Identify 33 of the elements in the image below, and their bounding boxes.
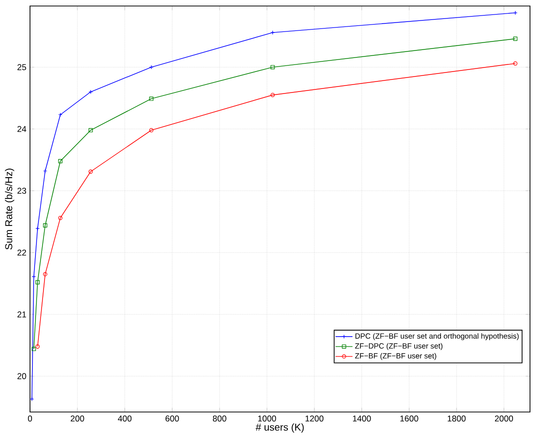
- x-tick-label: 0: [28, 416, 32, 422]
- x-tick-label: 1600: [400, 416, 418, 422]
- x-tick-label: 1800: [448, 416, 466, 422]
- point: [270, 30, 275, 35]
- point: [270, 92, 275, 98]
- point: [43, 168, 48, 174]
- x-tick-label: 1400: [352, 416, 371, 422]
- x-tick-label: 1000: [258, 416, 276, 422]
- point: [35, 226, 40, 231]
- x-tick-label: 800: [212, 416, 226, 422]
- y-tick-label: 25: [17, 64, 26, 70]
- point: [270, 65, 275, 70]
- x-tick-label: 2000: [494, 416, 514, 422]
- x-tick-label: 1200: [306, 416, 324, 422]
- y-tick-label: 22: [17, 250, 26, 256]
- y-tick-label: 20: [17, 373, 26, 380]
- point: [149, 128, 154, 132]
- x-axis-title: # users (K): [256, 423, 304, 433]
- x-tick-label: 200: [70, 416, 84, 422]
- point: [35, 280, 40, 284]
- x-tick-label: 400: [118, 416, 132, 422]
- y-tick-label: 24: [17, 126, 26, 132]
- y-tick-label: 23: [17, 188, 26, 194]
- point: [58, 159, 62, 164]
- point: [43, 272, 48, 276]
- x-tick-label: 600: [166, 416, 179, 422]
- point: [58, 216, 62, 220]
- y-tick-label: 21: [17, 311, 26, 318]
- point: [88, 128, 93, 132]
- point: [88, 170, 93, 174]
- point: [43, 223, 48, 228]
- y-axis-title: Sum Rate (b/s/Hz): [4, 168, 14, 250]
- point: [149, 96, 154, 101]
